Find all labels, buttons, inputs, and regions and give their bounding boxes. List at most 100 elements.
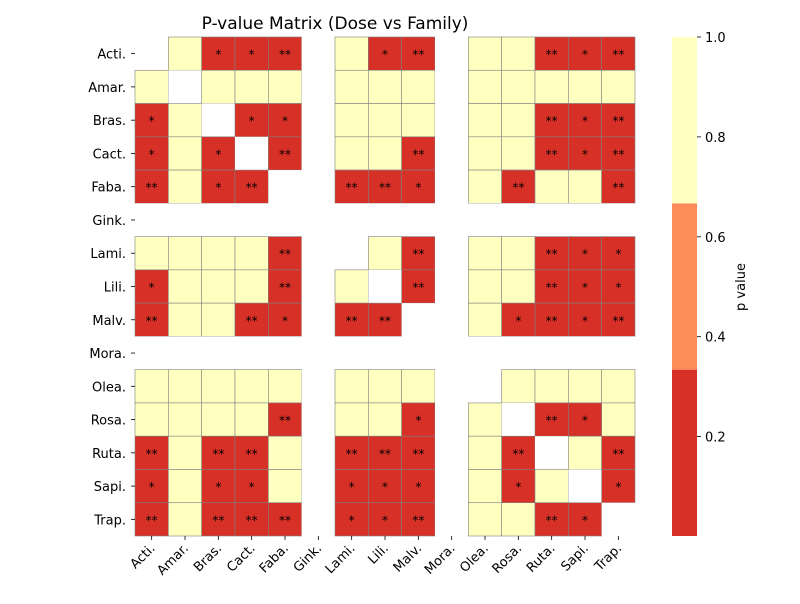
heatmap-cell [168, 136, 202, 171]
cell-annotation: ** [612, 147, 624, 161]
cell-annotation: * [582, 247, 588, 261]
heatmap-cell [601, 336, 635, 370]
heatmap-cell [468, 502, 502, 537]
heatmap-cell [435, 170, 469, 204]
heatmap-cell [234, 369, 269, 404]
heatmap-cell [468, 469, 502, 504]
heatmap-cell [501, 269, 536, 304]
heatmap-cell [534, 502, 569, 537]
heatmap-cell [468, 136, 502, 171]
heatmap-cell [568, 169, 602, 204]
heatmap-cell [501, 236, 536, 271]
heatmap-cell [468, 236, 502, 271]
colorbar-band [672, 37, 697, 204]
cell-annotation: ** [412, 247, 424, 261]
heatmap-cell [368, 103, 402, 138]
heatmap-cell [334, 136, 369, 171]
heatmap-cell [335, 236, 369, 270]
heatmap-cell [601, 435, 636, 470]
colorbar: 0.2 0.4 0.6 0.8 1.0 [672, 31, 726, 536]
heatmap-cell [168, 269, 202, 304]
cell-annotation: ** [412, 513, 424, 527]
heatmap-cell [234, 502, 269, 537]
heatmap-cell [135, 336, 169, 370]
heatmap-cell [568, 269, 602, 304]
cell-annotation: ** [146, 513, 158, 527]
heatmap-cell [435, 203, 469, 237]
x-tick-label: Sapi. [558, 541, 591, 574]
x-tick-label: Ruta. [524, 541, 559, 576]
heatmap-cell [535, 203, 569, 237]
x-tick-label: Faba. [257, 541, 292, 576]
heatmap-cell [368, 236, 402, 271]
cell-annotation: ** [512, 447, 524, 461]
cell-annotation: * [149, 147, 155, 161]
cell-annotation: ** [546, 281, 558, 295]
y-tick-label: Bras. [93, 114, 126, 129]
heatmap-cell [301, 402, 335, 437]
heatmap-cell [301, 203, 335, 237]
colorbar-label: p value [734, 263, 749, 311]
heatmap-cell [301, 502, 335, 536]
y-tick-label: Gink. [92, 214, 126, 229]
heatmap-cell [368, 302, 402, 337]
heatmap-cell [335, 203, 369, 237]
y-tick-label: Faba. [91, 181, 126, 196]
heatmap-cell [601, 402, 636, 437]
cell-annotation: ** [546, 247, 558, 261]
heatmap-cell [534, 369, 569, 404]
heatmap-cell [568, 435, 602, 470]
cell-annotation: ** [546, 48, 558, 62]
heatmap-cell [135, 37, 169, 71]
cell-annotation: * [215, 147, 221, 161]
heatmap-cell [435, 136, 469, 171]
heatmap-cell [368, 469, 402, 504]
heatmap-cell [301, 336, 335, 370]
cell-annotation: * [149, 281, 155, 295]
x-tick-label: Malv. [391, 541, 425, 575]
cell-annotation: * [582, 147, 588, 161]
cell-annotation: ** [546, 414, 558, 428]
cell-annotation: ** [412, 147, 424, 161]
heatmap-cell [134, 502, 169, 537]
cell-annotation: * [349, 513, 355, 527]
heatmap-cell [368, 136, 402, 171]
colorbar-band [672, 369, 697, 536]
heatmap-cell [435, 402, 469, 437]
cell-annotation: ** [246, 513, 258, 527]
heatmap-cell [301, 303, 335, 337]
x-tick-labels: Acti.Amar. Bras. Cact.Faba.Gink.Lami. Lili.… [128, 536, 625, 579]
heatmap-cell [168, 336, 202, 370]
heatmap-cell [268, 269, 302, 304]
heatmap-cell [235, 203, 269, 237]
heatmap-cell [268, 435, 302, 470]
heatmap-cell [234, 103, 269, 138]
x-tick-label: Olea. [457, 541, 492, 576]
heatmap-cell [435, 37, 469, 71]
heatmap-cell [301, 70, 335, 104]
cell-annotation: ** [612, 447, 624, 461]
y-tick-label: Acti. [97, 48, 126, 63]
cell-annotation: ** [279, 513, 291, 527]
heatmap-cell [268, 369, 302, 404]
cell-annotation: ** [146, 447, 158, 461]
cell-annotation: ** [279, 247, 291, 261]
heatmap-cell [201, 435, 236, 470]
heatmap-cell [268, 336, 302, 370]
heatmap-cell [301, 136, 335, 171]
cell-annotation: ** [612, 314, 624, 328]
heatmap-cell [201, 203, 235, 237]
heatmap-cell [601, 103, 636, 138]
cell-annotation: * [582, 314, 588, 328]
y-tick-label: Ruta. [92, 447, 126, 462]
heatmap-cell [534, 469, 569, 504]
heatmap-cell [601, 203, 635, 237]
cell-annotation: * [349, 480, 355, 494]
cell-annotation: ** [546, 314, 558, 328]
heatmap-cell [601, 36, 636, 71]
chart-title: P-value Matrix (Dose vs Family) [202, 14, 469, 34]
heatmap-cell [601, 136, 636, 171]
heatmap-cell [168, 435, 202, 470]
cell-annotation: * [582, 281, 588, 295]
heatmap-cell [135, 203, 169, 237]
